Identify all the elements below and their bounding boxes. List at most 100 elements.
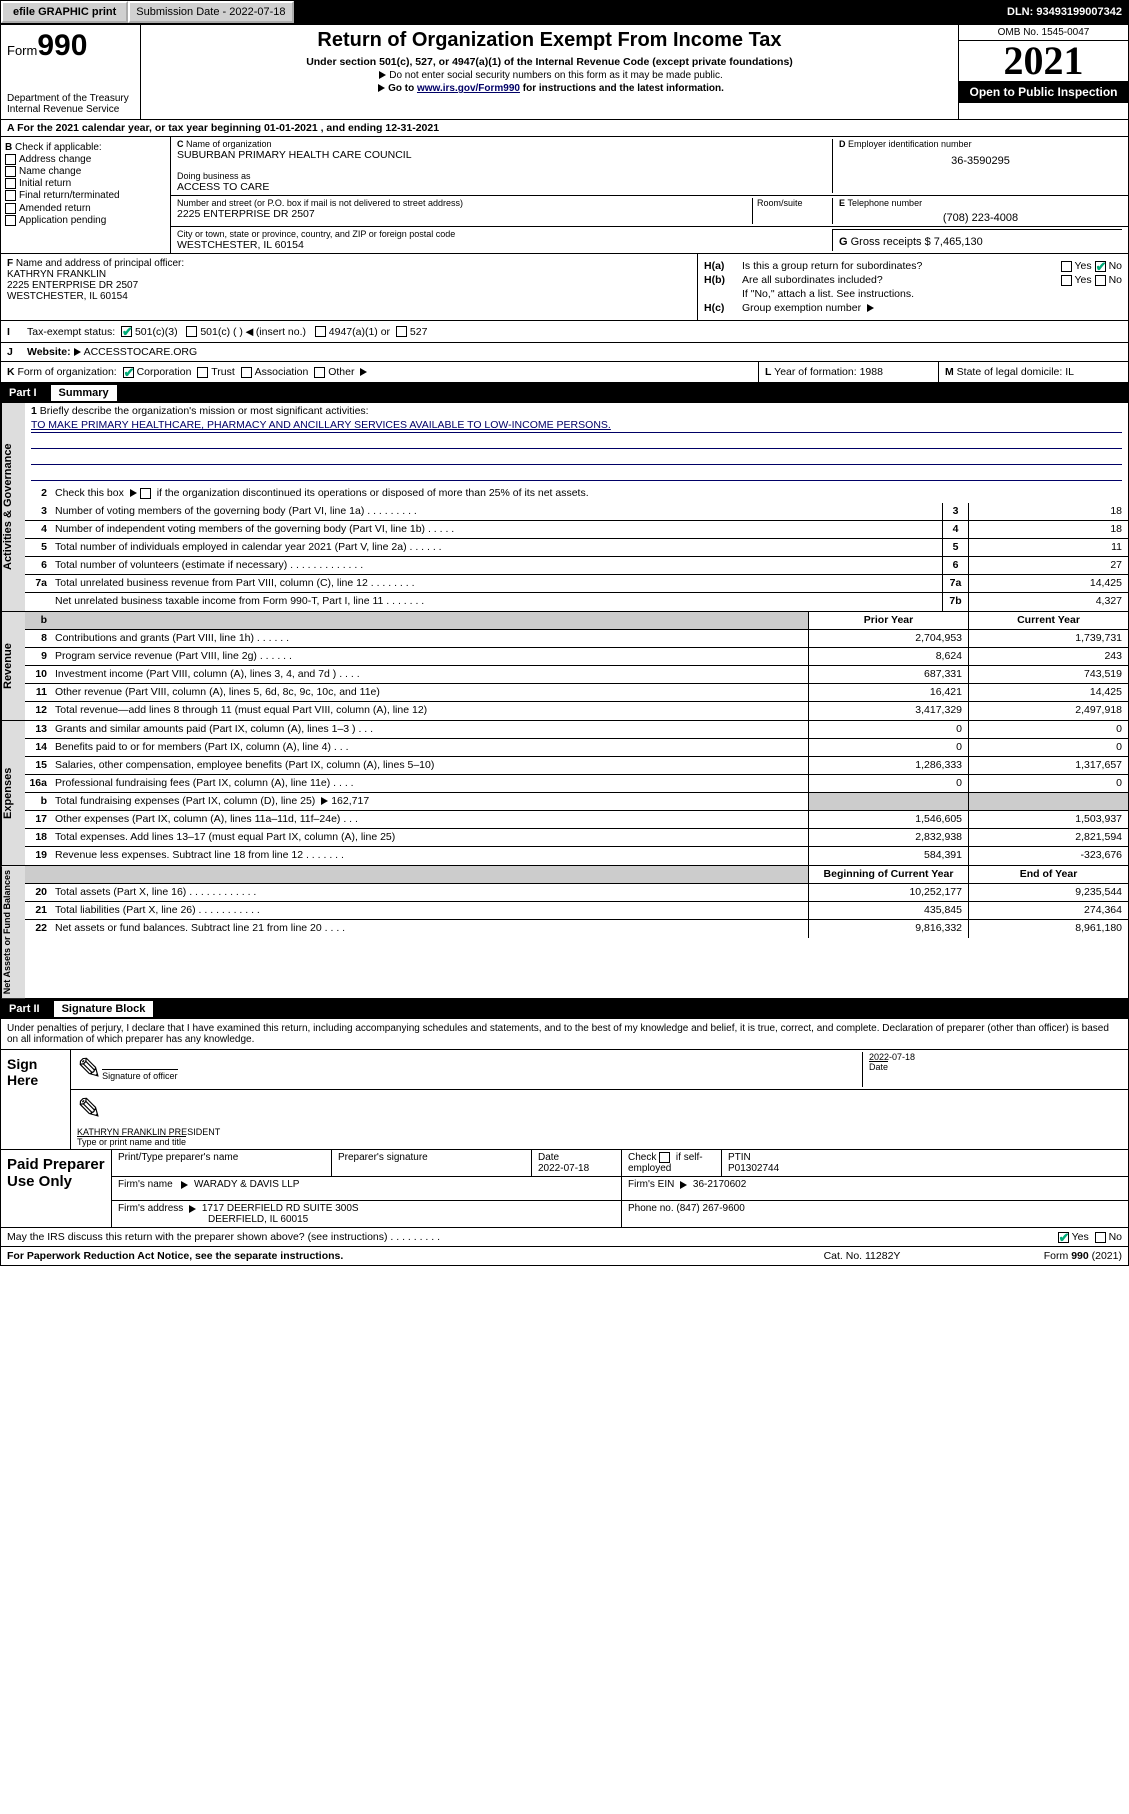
hdr-current: Current Year (968, 612, 1128, 629)
arrow-icon (867, 304, 874, 312)
line7a-val: 14,425 (968, 575, 1128, 592)
section-b: B Check if applicable: Address change Na… (1, 137, 171, 253)
checkbox-trust[interactable] (197, 367, 208, 378)
part1-header: Part I Summary (1, 383, 1128, 403)
street-address: 2225 ENTERPRISE DR 2507 (177, 208, 752, 220)
hdr-end: End of Year (968, 866, 1128, 883)
checkbox-hb-no[interactable] (1095, 275, 1106, 286)
subtitle-1: Under section 501(c), 527, or 4947(a)(1)… (147, 56, 952, 68)
sign-here-label: Sign Here (1, 1050, 71, 1149)
phone: (708) 223-4008 (839, 212, 1122, 224)
form-label: Form (7, 43, 37, 58)
org-name: SUBURBAN PRIMARY HEALTH CARE COUNCIL (177, 149, 832, 161)
arrow-icon (130, 489, 137, 497)
open-inspection: Open to Public Inspection (959, 81, 1128, 103)
top-bar: efile GRAPHIC print Submission Date - 20… (0, 0, 1129, 24)
year-box: OMB No. 1545-0047 2021 Open to Public In… (958, 25, 1128, 119)
arrow-icon (189, 1205, 196, 1213)
checkbox-ha-yes[interactable] (1061, 261, 1072, 272)
checkbox-pending[interactable] (5, 215, 16, 226)
ein: 36-3590295 (839, 155, 1122, 167)
section-f: F Name and address of principal officer:… (1, 254, 698, 320)
line7b-val: 4,327 (968, 593, 1128, 611)
section-h: H(a)Is this a group return for subordina… (698, 254, 1128, 320)
sign-here-block: Sign Here ✎Signature of officer2022-07-1… (1, 1050, 1128, 1150)
gross-receipts: 7,465,130 (934, 236, 983, 248)
dln: DLN: 93493199007342 (1001, 3, 1128, 21)
submission-date: Submission Date - 2022-07-18 (128, 1, 293, 23)
tax-year: 2021 (959, 41, 1128, 81)
tab-expenses: Expenses (1, 721, 25, 865)
form-title-box: Return of Organization Exempt From Incom… (141, 25, 958, 119)
hdr-beginning: Beginning of Current Year (808, 866, 968, 883)
discuss-row: May the IRS discuss this return with the… (1, 1228, 1128, 1247)
line6-val: 27 (968, 557, 1128, 574)
checkbox-4947[interactable] (315, 326, 326, 337)
dba-name: ACCESS TO CARE (177, 181, 832, 193)
year-formation: 1988 (860, 366, 883, 378)
footer: For Paperwork Reduction Act Notice, see … (1, 1247, 1128, 1265)
arrow-icon (181, 1181, 188, 1189)
section-c: C Name of organization SUBURBAN PRIMARY … (171, 137, 1128, 253)
checkbox-ha-no[interactable] (1095, 261, 1106, 272)
firm-address: 1717 DEERFIELD RD SUITE 300S (202, 1203, 359, 1214)
firm-name: WARADY & DAVIS LLP (194, 1179, 299, 1190)
sig-date: 2022-07-18 (869, 1052, 1122, 1062)
checkbox-501c3[interactable] (121, 326, 132, 337)
tab-revenue: Revenue (1, 612, 25, 720)
hdr-prior: Prior Year (808, 612, 968, 629)
checkbox-name[interactable] (5, 166, 16, 177)
arrow-icon (379, 71, 386, 79)
website: ACCESSTOCARE.ORG (84, 346, 198, 358)
form-id-box: Form990 Department of the Treasury Inter… (1, 25, 141, 119)
checkbox-q2[interactable] (140, 488, 151, 499)
declaration: Under penalties of perjury, I declare th… (1, 1019, 1128, 1050)
mission-block: 1 Briefly describe the organization's mi… (25, 403, 1128, 485)
officer-address: 2225 ENTERPRISE DR 2507 WESTCHESTER, IL … (7, 280, 138, 302)
row-k-l-m: K Form of organization: Corporation Trus… (1, 362, 1128, 383)
paid-preparer-label: Paid Preparer Use Only (1, 1150, 111, 1227)
checkbox-other[interactable] (314, 367, 325, 378)
line3-val: 18 (968, 503, 1128, 520)
checkbox-address[interactable] (5, 154, 16, 165)
paid-preparer-block: Paid Preparer Use Only Print/Type prepar… (1, 1150, 1128, 1228)
form-container: Form990 Department of the Treasury Inter… (0, 24, 1129, 1266)
firm-phone: (847) 267-9600 (676, 1203, 744, 1214)
mission-text: TO MAKE PRIMARY HEALTHCARE, PHARMACY AND… (31, 419, 1122, 433)
checkbox-initial[interactable] (5, 178, 16, 189)
checkbox-amended[interactable] (5, 203, 16, 214)
subtitle-2: Do not enter social security numbers on … (389, 70, 722, 81)
city-state-zip: WESTCHESTER, IL 60154 (177, 239, 832, 251)
officer-sig-name: KATHRYN FRANKLIN PRESIDENT (77, 1127, 1122, 1137)
arrow-icon (360, 368, 367, 376)
checkbox-corp[interactable] (123, 367, 134, 378)
arrow-icon (680, 1181, 687, 1189)
checkbox-501c[interactable] (186, 326, 197, 337)
row-j: JWebsite: ACCESSTOCARE.ORG (1, 343, 1128, 362)
checkbox-final[interactable] (5, 190, 16, 201)
checkbox-self-emp[interactable] (659, 1152, 670, 1163)
part2-header: Part II Signature Block (1, 999, 1128, 1019)
checkbox-assoc[interactable] (241, 367, 252, 378)
arrow-icon (74, 348, 81, 356)
ptin: P01302744 (728, 1163, 779, 1174)
arrow-icon (378, 84, 385, 92)
tab-net-assets: Net Assets or Fund Balances (1, 866, 25, 998)
dept-label: Department of the Treasury Internal Reve… (7, 93, 134, 115)
form-number: 990 (37, 29, 87, 62)
tab-governance: Activities & Governance (1, 403, 25, 611)
checkbox-discuss-no[interactable] (1095, 1232, 1106, 1243)
line5-val: 11 (968, 539, 1128, 556)
cat-no: Cat. No. 11282Y (762, 1250, 962, 1262)
arrow-icon (321, 797, 328, 805)
checkbox-hb-yes[interactable] (1061, 275, 1072, 286)
efile-button[interactable]: efile GRAPHIC print (1, 1, 128, 23)
line4-val: 18 (968, 521, 1128, 538)
checkbox-discuss-yes[interactable] (1058, 1232, 1069, 1243)
irs-link[interactable]: www.irs.gov/Form990 (417, 83, 520, 94)
row-a: A For the 2021 calendar year, or tax yea… (1, 120, 1128, 137)
checkbox-527[interactable] (396, 326, 407, 337)
form-title: Return of Organization Exempt From Incom… (147, 29, 952, 52)
firm-ein: 36-2170602 (693, 1179, 746, 1190)
officer-name: KATHRYN FRANKLIN (7, 269, 106, 280)
